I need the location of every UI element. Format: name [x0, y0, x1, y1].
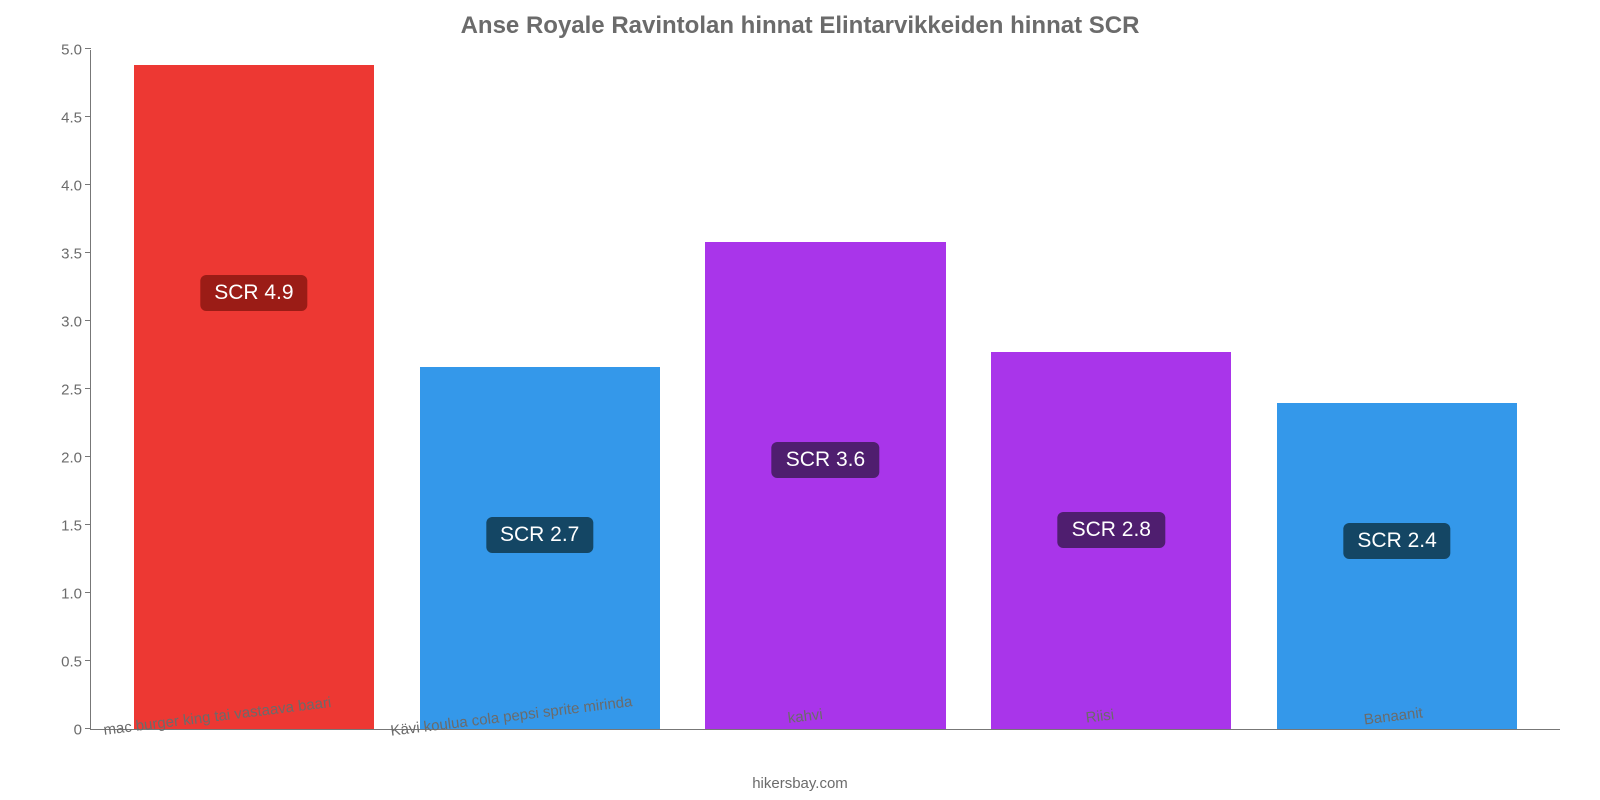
y-tick-label: 3.5	[40, 246, 90, 263]
y-tick-label: 5.0	[40, 42, 90, 59]
bar-slot: SCR 2.7	[397, 50, 683, 729]
bar: SCR 2.7	[420, 367, 660, 729]
x-axis-label: Riisi	[952, 702, 1246, 719]
x-axis-label: Kävi koulua cola pepsi sprite mirinda	[364, 702, 658, 719]
bar-slot: SCR 2.4	[1254, 50, 1540, 729]
y-tick-label: 2.0	[40, 450, 90, 467]
bar: SCR 2.8	[991, 352, 1231, 729]
x-axis-label: mac burger king tai vastaava baari	[70, 702, 364, 719]
x-axis-labels: mac burger king tai vastaava baariKävi k…	[50, 702, 1560, 719]
value-badge: SCR 3.6	[772, 442, 879, 478]
y-tick-label: 0	[40, 722, 90, 739]
y-tick-mark	[85, 320, 91, 321]
y-tick-mark	[85, 388, 91, 389]
y-tick-label: 4.0	[40, 178, 90, 195]
chart-container: Anse Royale Ravintolan hinnat Elintarvik…	[0, 0, 1600, 800]
plot-area: 00.51.01.52.02.53.03.54.04.55.0 SCR 4.9S…	[90, 50, 1560, 730]
y-tick-label: 3.0	[40, 314, 90, 331]
y-tick-mark	[85, 592, 91, 593]
plot: SCR 4.9 SCR 2.7 SCR 3.6 SCR 2.8 SCR 2.4	[90, 50, 1560, 730]
x-axis-label: kahvi	[658, 702, 952, 719]
y-tick-label: 4.5	[40, 110, 90, 127]
y-tick-mark	[85, 184, 91, 185]
bar-slot: SCR 2.8	[968, 50, 1254, 729]
chart-title: Anse Royale Ravintolan hinnat Elintarvik…	[40, 12, 1560, 40]
value-badge: SCR 4.9	[200, 275, 307, 311]
y-tick-mark	[85, 456, 91, 457]
y-tick-mark	[85, 660, 91, 661]
y-tick-mark	[85, 48, 91, 49]
y-tick-label: 2.5	[40, 382, 90, 399]
y-tick-mark	[85, 728, 91, 729]
bar: SCR 4.9	[134, 65, 374, 729]
bar-slot: SCR 4.9	[111, 50, 397, 729]
value-badge: SCR 2.7	[486, 517, 593, 553]
bar: SCR 2.4	[1277, 403, 1517, 729]
bar-slot: SCR 3.6	[683, 50, 969, 729]
y-tick-label: 0.5	[40, 654, 90, 671]
bars-group: SCR 4.9 SCR 2.7 SCR 3.6 SCR 2.8 SCR 2.4	[91, 50, 1560, 729]
y-tick-mark	[85, 252, 91, 253]
y-tick-mark	[85, 116, 91, 117]
y-tick-label: 1.0	[40, 586, 90, 603]
x-axis-label: Banaanit	[1246, 702, 1540, 719]
bar: SCR 3.6	[705, 242, 945, 729]
y-tick-label: 1.5	[40, 518, 90, 535]
attribution-text: hikersbay.com	[0, 775, 1600, 792]
y-axis: 00.51.01.52.02.53.03.54.04.55.0	[40, 50, 90, 730]
value-badge: SCR 2.4	[1343, 523, 1450, 559]
y-tick-mark	[85, 524, 91, 525]
value-badge: SCR 2.8	[1058, 512, 1165, 548]
